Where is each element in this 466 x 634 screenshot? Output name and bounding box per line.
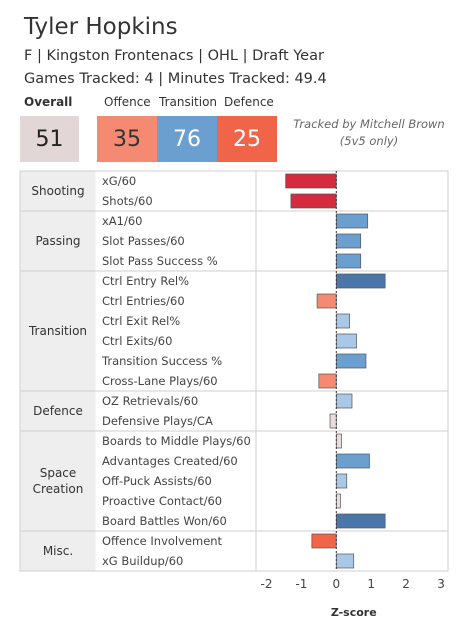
group-label: Shooting — [31, 184, 84, 198]
group-label: Defence — [33, 404, 83, 418]
bar — [329, 413, 337, 429]
row-label: Slot Passes/60 — [102, 234, 185, 248]
group-header-bg — [20, 431, 96, 531]
bar — [285, 173, 337, 189]
overall-label: Overall — [24, 95, 73, 109]
row-label: Advantages Created/60 — [102, 454, 238, 468]
group-header-bg — [20, 531, 96, 571]
group-header-bg — [20, 391, 96, 431]
row-label: Ctrl Entry Rel% — [102, 274, 189, 288]
bar — [335, 233, 362, 249]
row-label: OZ Retrievals/60 — [102, 394, 198, 408]
row-label: xG/60 — [102, 174, 136, 188]
row-label: Cross-Lane Plays/60 — [102, 374, 218, 388]
credit-line-2: (5v5 only) — [339, 134, 399, 148]
group-label-line: Creation — [33, 482, 84, 496]
offence-label: Offence — [104, 95, 151, 109]
defence-score-box: 25 — [217, 116, 277, 162]
bar — [335, 473, 348, 489]
bar — [335, 313, 350, 329]
group-label-line: Passing — [35, 234, 80, 248]
bar — [318, 373, 337, 389]
row-label: Proactive Contact/60 — [102, 494, 222, 508]
overall-score-box: 51 — [20, 116, 79, 162]
group-label-line: Transition — [28, 324, 87, 338]
x-tick-label: 2 — [402, 577, 410, 591]
chart-frame — [19, 170, 449, 572]
bar — [335, 213, 369, 229]
group-header-bg — [20, 171, 96, 211]
bar — [316, 293, 337, 309]
offence-score-box: 35 — [97, 116, 157, 162]
row-label: xG Buildup/60 — [102, 554, 183, 568]
bar — [335, 393, 353, 409]
x-axis-title: Z-score — [331, 606, 377, 619]
x-tick-label: -1 — [295, 577, 307, 591]
row-label: Ctrl Entries/60 — [102, 294, 185, 308]
row-label: Offence Involvement — [102, 534, 223, 548]
transition-score: 76 — [173, 126, 201, 152]
group-label: Passing — [35, 234, 80, 248]
bar — [335, 493, 341, 509]
x-tick-label: -2 — [260, 577, 272, 591]
bar — [335, 453, 370, 469]
row-label: xA1/60 — [102, 214, 143, 228]
x-tick-label: 0 — [332, 577, 340, 591]
bar — [335, 513, 386, 529]
group-header-bg — [20, 271, 96, 391]
defence-label: Defence — [224, 95, 274, 109]
x-tick-label: 3 — [437, 577, 445, 591]
x-tick-label: 1 — [367, 577, 375, 591]
bar — [335, 333, 357, 349]
row-label: Transition Success % — [101, 354, 222, 368]
row-label: Shots/60 — [102, 194, 153, 208]
tracking-info: Games Tracked: 4 | Minutes Tracked: 49.4 — [24, 71, 327, 87]
credit-line-1: Tracked by Mitchell Brown — [293, 117, 445, 131]
row-label: Ctrl Exit Rel% — [102, 314, 180, 328]
bar — [335, 353, 367, 369]
row-label: Off-Puck Assists/60 — [102, 474, 212, 488]
row-label: Boards to Middle Plays/60 — [102, 434, 251, 448]
group-label-line: Space — [40, 466, 77, 480]
transition-label: Transition — [159, 95, 218, 109]
row-label: Ctrl Exits/60 — [102, 334, 172, 348]
group-label: Misc. — [43, 544, 73, 558]
bar — [335, 253, 362, 269]
player-name: Tyler Hopkins — [24, 14, 178, 40]
bar — [290, 193, 337, 209]
group-label-line: Shooting — [31, 184, 84, 198]
row-label: Slot Pass Success % — [102, 254, 218, 268]
bar — [335, 273, 386, 289]
group-label-line: Defence — [33, 404, 83, 418]
overall-score: 51 — [35, 126, 64, 152]
tracker-credit: Tracked by Mitchell Brown (5v5 only) — [284, 116, 454, 150]
bar — [335, 553, 355, 569]
group-label: Space Creation — [33, 466, 84, 496]
offence-score: 35 — [113, 126, 141, 152]
group-header-bg — [20, 211, 96, 271]
row-label: Board Battles Won/60 — [102, 514, 227, 528]
player-info: F | Kingston Frontenacs | OHL | Draft Ye… — [24, 48, 324, 64]
group-label-line: Misc. — [43, 544, 73, 558]
group-label: Transition — [28, 324, 87, 338]
bar — [335, 433, 342, 449]
row-label: Defensive Plays/CA — [102, 414, 213, 428]
defence-score: 25 — [233, 126, 261, 152]
bar — [311, 533, 337, 549]
transition-score-box: 76 — [157, 116, 217, 162]
